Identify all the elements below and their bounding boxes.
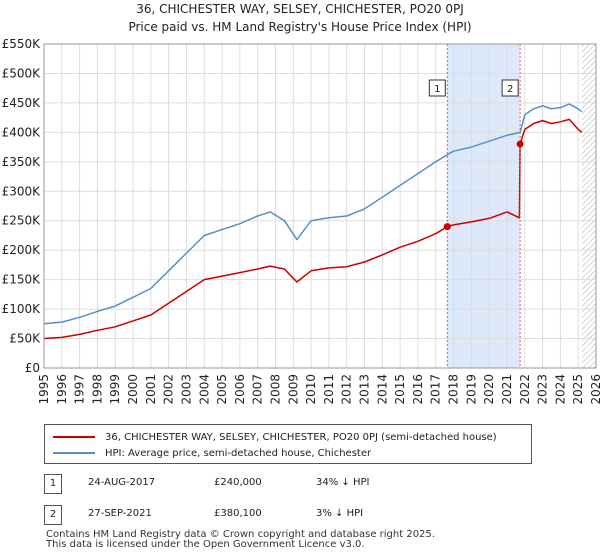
shaded-period	[447, 44, 521, 368]
x-tick-label: 1997	[73, 374, 87, 405]
y-tick-label: £200K	[2, 243, 42, 257]
transaction-hpi-diff: 3% ↓ HPI	[316, 508, 364, 519]
x-tick-label: 2020	[482, 374, 496, 405]
y-tick-label: £100K	[2, 302, 42, 316]
y-tick-label: £350K	[2, 155, 42, 169]
footer-copyright: Contains HM Land Registry data © Crown c…	[46, 529, 435, 540]
x-tick-label: 2021	[500, 374, 514, 405]
hpi-line	[43, 103, 583, 325]
y-tick-label: £550K	[2, 37, 42, 51]
x-tick-label: 2000	[126, 374, 140, 405]
x-tick-label: 2016	[411, 374, 425, 405]
transaction-date: 24-AUG-2017	[88, 477, 156, 488]
y-tick-label: £150K	[2, 273, 42, 287]
y-tick-label: £500K	[2, 66, 42, 80]
footer-license: This data is licensed under the Open Gov…	[46, 539, 365, 550]
legend-label-property: 36, CHICHESTER WAY, SELSEY, CHICHESTER, …	[105, 431, 497, 443]
transaction-badge: 2	[44, 505, 62, 525]
x-tick-label: 2015	[393, 374, 407, 405]
x-tick-label: 2008	[268, 374, 282, 405]
chart-title: 36, CHICHESTER WAY, SELSEY, CHICHESTER, …	[136, 2, 464, 16]
transaction-hpi-diff: 34% ↓ HPI	[316, 477, 370, 488]
x-tick-label: 2025	[571, 374, 585, 405]
x-tick-label: 2011	[322, 374, 336, 405]
transaction-badge: 1	[44, 474, 62, 494]
chart-legend: 36, CHICHESTER WAY, SELSEY, CHICHESTER, …	[44, 424, 532, 464]
x-tick-label: 2023	[536, 374, 550, 405]
x-tick-label: 1999	[108, 374, 122, 405]
legend-item-hpi: HPI: Average price, semi-detached house,…	[53, 446, 371, 460]
x-tick-label: 2022	[518, 374, 532, 405]
x-tick-label: 2009	[286, 374, 300, 405]
legend-item-property: 36, CHICHESTER WAY, SELSEY, CHICHESTER, …	[53, 430, 497, 444]
x-tick-label: 2014	[375, 374, 389, 405]
transaction-price: £240,000	[214, 477, 262, 488]
y-tick-label: £0	[25, 361, 40, 375]
y-tick-label: £50K	[9, 332, 41, 346]
y-tick-label: £450K	[2, 96, 42, 110]
legend-swatch-hpi	[53, 452, 95, 454]
x-tick-label: 2018	[447, 374, 461, 405]
x-tick-label: 2019	[464, 374, 478, 405]
x-tick-label: 2024	[553, 374, 567, 405]
x-tick-label: 2005	[215, 374, 229, 405]
hatched-region	[581, 44, 596, 368]
footer: Contains HM Land Registry data © Crown c…	[46, 530, 435, 550]
transaction-point	[443, 223, 451, 231]
annotation-label: 1	[434, 84, 440, 95]
x-tick-label: 2004	[197, 374, 211, 405]
x-tick-label: 1998	[90, 374, 104, 405]
transaction-point	[516, 140, 524, 148]
y-tick-label: £400K	[2, 125, 42, 139]
legend-label-hpi: HPI: Average price, semi-detached house,…	[105, 447, 372, 459]
x-tick-label: 2026	[589, 374, 600, 405]
annotation-box	[501, 79, 519, 97]
x-tick-label: 2001	[144, 374, 158, 405]
x-tick-label: 2002	[162, 374, 176, 405]
transaction-date: 27-SEP-2021	[88, 508, 152, 519]
x-tick-label: 2006	[233, 374, 247, 405]
x-tick-label: 2003	[179, 374, 193, 405]
plot-frame	[43, 43, 597, 369]
chart-subtitle: Price paid vs. HM Land Registry's House …	[128, 20, 472, 34]
x-tick-label: 1995	[37, 374, 51, 405]
annotation-box	[428, 79, 446, 97]
x-tick-label: 1996	[55, 374, 69, 405]
x-tick-label: 2010	[304, 374, 318, 405]
legend-swatch-property	[53, 436, 95, 438]
y-tick-label: £250K	[2, 214, 42, 228]
transaction-price: £380,100	[214, 508, 262, 519]
annotation-label: 2	[507, 84, 513, 95]
price-chart: £0 £50K £100K £150K £200K £250K £300K £350K £400…	[2, 37, 600, 405]
x-tick-label: 2017	[429, 374, 443, 405]
y-tick-label: £300K	[2, 184, 42, 198]
property-price-line	[43, 118, 583, 340]
x-tick-label: 2012	[340, 374, 354, 405]
x-tick-label: 2013	[358, 374, 372, 405]
x-tick-label: 2007	[251, 374, 265, 405]
